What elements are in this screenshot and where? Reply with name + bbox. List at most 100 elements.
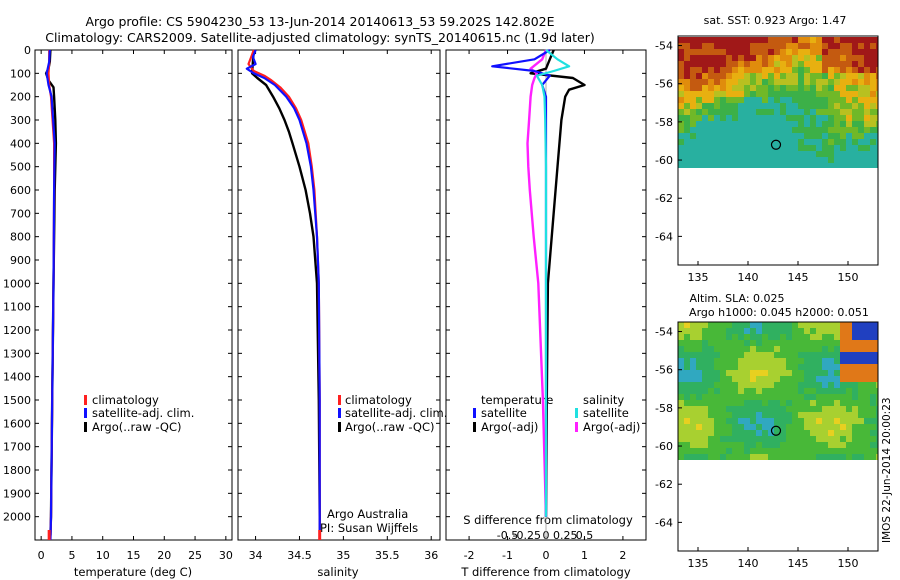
series-line <box>491 49 551 517</box>
map-cell <box>774 424 780 430</box>
map-cell <box>678 454 684 460</box>
map-cell <box>702 49 708 55</box>
map-cell <box>744 115 750 121</box>
map-cell <box>828 382 834 388</box>
map-cell <box>756 163 762 168</box>
map-cell <box>846 79 852 85</box>
depth-tick-label: 2000 <box>3 511 31 524</box>
map-cell <box>780 55 786 61</box>
map-cell <box>732 412 738 418</box>
map-cell <box>732 340 738 346</box>
map-cell <box>798 97 804 103</box>
map-cell <box>858 151 864 157</box>
credit-line1: Argo Australia <box>327 507 408 521</box>
map-cell <box>840 436 846 442</box>
map-cell <box>816 454 822 460</box>
map-cell <box>840 163 846 168</box>
map-cell <box>768 394 774 400</box>
map-cell <box>858 145 864 151</box>
map-cell <box>834 400 840 406</box>
map-cell <box>810 79 816 85</box>
map-cell <box>750 376 756 382</box>
map-cell <box>756 157 762 163</box>
map-cell <box>708 121 714 127</box>
map-cell <box>870 61 876 67</box>
x-tick-label: 2 <box>619 549 626 562</box>
map-cell <box>792 442 798 448</box>
map-cell <box>870 442 876 448</box>
map-cell <box>822 454 828 460</box>
chart-title-line1: Argo profile: CS 5904230_53 13-Jun-2014 … <box>85 14 555 29</box>
x2-tick-label: 0.5 <box>576 529 594 542</box>
x-tick-label: 30 <box>219 549 233 562</box>
map-cell <box>738 67 744 73</box>
map-cell <box>798 340 804 346</box>
map-cell <box>864 115 870 121</box>
map-cell <box>768 454 774 460</box>
map-cell <box>852 37 858 43</box>
map-cell <box>804 97 810 103</box>
map-cell <box>786 151 792 157</box>
map-cell <box>756 454 762 460</box>
map-cell <box>798 139 804 145</box>
map-cell <box>810 370 816 376</box>
map-cell <box>834 79 840 85</box>
map-cell <box>822 370 828 376</box>
map-cell <box>738 121 744 127</box>
map-cell <box>726 382 732 388</box>
map-cell <box>822 352 828 358</box>
map-cell <box>762 103 768 109</box>
map-cell <box>804 364 810 370</box>
map-cell <box>684 346 690 352</box>
map-cell <box>786 364 792 370</box>
map-cell <box>702 79 708 85</box>
map-cell <box>726 49 732 55</box>
map-cell <box>768 442 774 448</box>
map-cell <box>690 388 696 394</box>
map-cell <box>840 412 846 418</box>
map-cell <box>768 376 774 382</box>
map-cell <box>774 328 780 334</box>
map-cell <box>684 103 690 109</box>
map-cell <box>798 334 804 340</box>
map-cell <box>720 346 726 352</box>
map-cell <box>738 139 744 145</box>
map-cell <box>858 85 864 91</box>
map-cell <box>744 127 750 133</box>
map-cell <box>834 364 840 370</box>
map-cell <box>846 115 852 121</box>
map-cell <box>750 418 756 424</box>
map-cell <box>828 73 834 79</box>
map-cell <box>804 436 810 442</box>
map-cell <box>798 442 804 448</box>
map-cell <box>828 43 834 49</box>
map-cell <box>810 322 816 328</box>
map-cell <box>774 346 780 352</box>
sal-legend-climatology-swatch <box>338 395 341 405</box>
map-cell <box>726 61 732 67</box>
map-cell <box>732 157 738 163</box>
map-cell <box>774 454 780 460</box>
map-cell <box>864 85 870 91</box>
map-cell <box>756 55 762 61</box>
map-cell <box>750 157 756 163</box>
map-cell <box>684 322 690 328</box>
map-cell <box>828 406 834 412</box>
map-cell <box>834 358 840 364</box>
map-cell <box>870 346 876 352</box>
map-cell <box>792 37 798 43</box>
map-cell <box>840 358 846 364</box>
map-cell <box>828 139 834 145</box>
map-cell <box>870 157 876 163</box>
map-cell <box>762 55 768 61</box>
map-cell <box>864 91 870 97</box>
map-cell <box>786 157 792 163</box>
map-cell <box>858 133 864 139</box>
map-cell <box>798 394 804 400</box>
map-cell <box>696 442 702 448</box>
map-cell <box>696 340 702 346</box>
map-cell <box>684 91 690 97</box>
map-cell <box>732 382 738 388</box>
map-cell <box>720 370 726 376</box>
map-cell <box>822 127 828 133</box>
